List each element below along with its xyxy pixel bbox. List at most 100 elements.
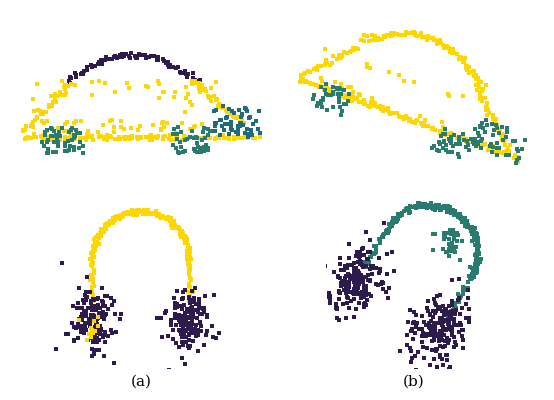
Point [440, 308, 449, 314]
Point [450, 318, 459, 324]
Point [193, 306, 202, 313]
Point [335, 52, 344, 58]
Point [453, 211, 462, 218]
Point [211, 120, 219, 126]
Point [185, 126, 194, 132]
Point [442, 204, 451, 211]
Point [367, 98, 376, 104]
Point [482, 82, 491, 88]
Point [429, 206, 438, 212]
Point [89, 314, 98, 320]
Point [376, 104, 384, 110]
Point [90, 324, 99, 330]
Point [322, 86, 331, 92]
Point [361, 282, 370, 289]
Point [429, 125, 438, 132]
Point [185, 249, 194, 255]
Point [337, 267, 346, 273]
Point [194, 296, 203, 302]
Point [181, 322, 190, 328]
Point [387, 110, 396, 116]
Point [110, 136, 119, 142]
Point [451, 307, 460, 314]
Point [211, 135, 220, 142]
Point [164, 61, 173, 67]
Point [377, 36, 386, 42]
Point [252, 118, 260, 124]
Point [89, 250, 98, 257]
Point [47, 125, 56, 132]
Point [160, 124, 168, 130]
Point [87, 306, 96, 313]
Point [449, 212, 458, 218]
Point [463, 139, 471, 146]
Point [372, 246, 381, 252]
Point [141, 134, 150, 140]
Point [220, 121, 229, 128]
Point [466, 276, 475, 282]
Point [207, 85, 216, 92]
Point [52, 148, 60, 155]
Point [242, 134, 250, 140]
Point [125, 52, 134, 59]
Point [436, 207, 445, 213]
Point [89, 327, 98, 333]
Point [71, 69, 80, 76]
Point [340, 281, 349, 288]
Point [346, 298, 355, 304]
Point [81, 297, 90, 303]
Point [158, 119, 167, 125]
Point [79, 308, 88, 315]
Point [93, 302, 102, 308]
Point [438, 42, 447, 48]
Point [193, 144, 202, 150]
Point [500, 149, 509, 155]
Point [222, 121, 231, 127]
Point [96, 229, 105, 236]
Point [366, 64, 375, 71]
Point [118, 213, 127, 220]
Point [142, 54, 151, 61]
Point [211, 123, 219, 129]
Point [104, 134, 112, 140]
Point [432, 41, 441, 47]
Point [447, 231, 456, 237]
Point [363, 276, 372, 283]
Point [39, 120, 48, 126]
Point [394, 113, 403, 120]
Point [95, 78, 104, 84]
Point [475, 143, 484, 149]
Point [106, 219, 115, 225]
Point [334, 274, 342, 280]
Point [70, 136, 79, 142]
Point [422, 330, 430, 337]
Point [365, 254, 374, 260]
Point [184, 331, 193, 337]
Point [91, 347, 100, 353]
Point [453, 298, 462, 305]
Point [188, 70, 197, 76]
Point [438, 128, 447, 135]
Point [458, 59, 467, 65]
Point [43, 150, 52, 156]
Point [495, 145, 504, 152]
Point [450, 316, 459, 322]
Point [182, 236, 191, 242]
Point [469, 138, 478, 144]
Point [336, 280, 345, 286]
Point [356, 249, 365, 255]
Point [341, 100, 350, 107]
Point [356, 92, 365, 98]
Point [235, 106, 244, 113]
Point [192, 322, 201, 328]
Point [450, 236, 459, 242]
Point [427, 326, 436, 333]
Point [212, 97, 220, 104]
Point [345, 280, 353, 286]
Point [480, 142, 489, 148]
Point [194, 302, 203, 309]
Point [342, 50, 351, 56]
Point [184, 288, 193, 295]
Point [350, 271, 359, 277]
Point [181, 240, 190, 246]
